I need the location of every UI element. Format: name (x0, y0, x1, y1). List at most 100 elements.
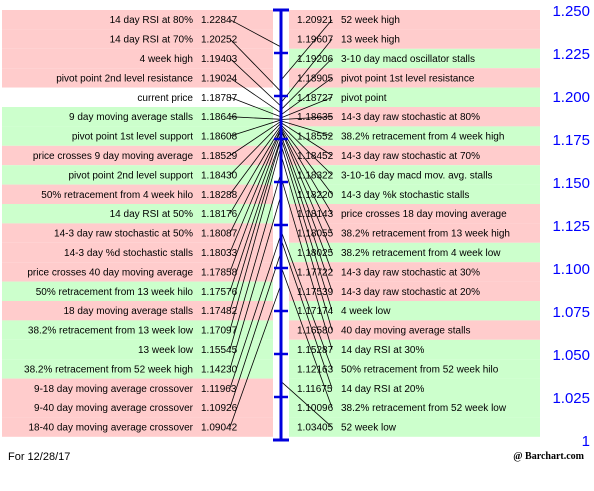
right-level-value: 1.18322 (297, 170, 334, 181)
right-connector-line (280, 144, 333, 311)
left-level-value: 1.17482 (201, 306, 238, 317)
right-level-value: 1.18220 (297, 190, 334, 201)
right-row-bg (289, 204, 540, 224)
left-level-value: 1.09042 (201, 423, 238, 434)
right-row-bg (289, 242, 540, 263)
left-level-label: pivot point 1st level support (72, 132, 193, 143)
right-row-bg (289, 165, 540, 185)
right-connector-line (280, 381, 333, 428)
right-level-value: 1.11675 (297, 384, 333, 395)
left-level-value: 1.18087 (201, 229, 238, 240)
right-level-label: 14 day RSI at 20% (341, 384, 424, 395)
right-connector-line (280, 120, 333, 137)
right-connector-line (280, 135, 333, 273)
left-connector-line (229, 77, 282, 114)
right-connector-line (280, 266, 333, 408)
right-row-bg (289, 301, 540, 321)
left-connector-line (229, 120, 282, 156)
right-level-value: 1.12163 (297, 364, 334, 375)
left-row-bg (2, 398, 273, 418)
left-connector-line (229, 122, 282, 176)
right-level-label: pivot point 1st level resistance (341, 73, 475, 84)
left-level-label: 9-18 day moving average crossover (34, 384, 194, 395)
right-row-bg (289, 281, 540, 301)
left-connector-line (229, 19, 282, 48)
right-level-value: 1.18727 (297, 93, 334, 104)
right-connector-line (280, 127, 333, 214)
right-row-bg (289, 68, 540, 88)
y-tick-label: 1.075 (552, 304, 590, 321)
y-tick-label: 1.125 (552, 218, 590, 235)
right-level-label: 14 day RSI at 30% (341, 345, 424, 356)
right-row-bg (289, 126, 540, 146)
left-connector-line (229, 116, 282, 120)
right-level-label: 38.2% retracement from 4 week high (341, 132, 504, 143)
y-tick-label: 1.025 (552, 390, 590, 407)
left-level-value: 1.14230 (201, 364, 238, 375)
right-level-value: 1.17722 (297, 267, 334, 278)
left-row-bg (2, 223, 273, 243)
left-level-label: price crosses 9 day moving average (33, 151, 194, 162)
right-row-bg (289, 359, 540, 379)
right-level-label: 3-10 day macd oscillator stalls (341, 54, 475, 65)
right-row-bg (289, 87, 540, 107)
right-level-label: 14-3 day raw stochastic at 20% (341, 287, 480, 298)
right-row-bg (289, 10, 540, 30)
left-level-value: 1.11963 (201, 384, 237, 395)
left-level-value: 1.10926 (201, 403, 238, 414)
left-connector-line (229, 145, 282, 331)
left-level-value: 1.18646 (201, 112, 238, 123)
right-level-value: 1.20921 (297, 15, 334, 26)
left-level-value: 1.17858 (201, 267, 238, 278)
left-connector-line (229, 127, 282, 214)
right-level-label: 38.2% retracement from 52 week low (341, 403, 507, 414)
right-row-bg (289, 339, 540, 360)
right-row-bg (289, 417, 540, 437)
right-connector-line (280, 126, 333, 195)
left-row-bg (2, 87, 273, 107)
left-connector-line (229, 119, 282, 137)
left-row-bg (2, 107, 273, 127)
right-level-label: 3-10-16 day macd mov. avg. stalls (341, 170, 493, 181)
left-connector-line (229, 284, 282, 428)
left-row-bg (2, 378, 273, 398)
left-level-value: 1.18430 (201, 170, 238, 181)
left-row-bg (2, 68, 273, 88)
left-connector-line (229, 195, 282, 370)
left-row-bg (2, 242, 273, 263)
left-level-label: 14 day RSI at 70% (110, 35, 193, 46)
left-level-label: current price (137, 93, 193, 104)
right-level-value: 1.18905 (297, 73, 334, 84)
left-level-value: 1.18176 (201, 209, 238, 220)
right-row-bg (289, 48, 540, 69)
left-row-bg (2, 281, 273, 301)
right-row-bg (289, 223, 540, 243)
right-level-label: 13 week high (341, 35, 400, 46)
right-level-value: 1.18552 (297, 132, 334, 143)
left-level-label: price crosses 40 day moving average (27, 267, 193, 278)
right-connector-line (280, 77, 333, 116)
left-level-label: 13 week low (138, 345, 194, 356)
y-tick-label: 1 (582, 433, 590, 450)
left-level-value: 1.18529 (201, 151, 238, 162)
left-level-label: 14 day RSI at 50% (110, 209, 193, 220)
left-level-label: 14-3 day %d stochastic stalls (64, 248, 193, 259)
right-level-value: 1.19206 (297, 54, 334, 65)
left-level-value: 1.18288 (201, 190, 238, 201)
right-level-label: 14-3 day raw stochastic at 70% (341, 151, 480, 162)
left-connector-line (229, 58, 282, 107)
left-level-value: 1.20252 (201, 35, 238, 46)
left-connector-line (229, 139, 282, 311)
left-level-label: pivot point 2nd level resistance (56, 73, 193, 84)
right-level-label: 50% retracement from 52 week hilo (341, 364, 499, 375)
left-row-bg (2, 262, 273, 282)
left-level-label: pivot point 2nd level support (68, 170, 193, 181)
right-row-bg (289, 29, 540, 49)
right-row-bg (289, 184, 540, 204)
left-level-value: 1.19403 (201, 54, 238, 65)
right-connector-line (280, 129, 333, 234)
left-level-label: 4 week high (140, 54, 193, 65)
left-level-label: 18 day moving average stalls (63, 306, 193, 317)
right-level-label: 38.2% retracement from 4 week low (341, 248, 501, 259)
